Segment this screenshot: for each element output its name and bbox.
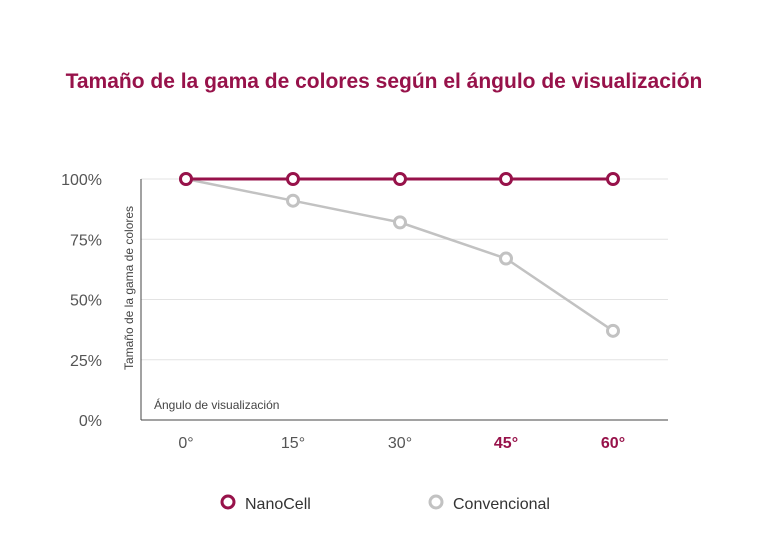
series-nanocell: [179, 172, 620, 186]
y-tick-label: 50%: [70, 293, 102, 310]
legend-label-nanocell: NanoCell: [245, 496, 311, 513]
y-tick-label: 25%: [70, 353, 102, 370]
data-point-nanocell: [606, 172, 620, 186]
y-tick-label: 100%: [61, 172, 102, 189]
series-line-convencional: [185, 177, 614, 332]
legend-label-convencional: Convencional: [453, 496, 550, 513]
x-tick-label: 30°: [388, 435, 412, 452]
y-tick-label: 0%: [79, 413, 102, 430]
chart-title: Tamaño de la gama de colores según el án…: [65, 70, 703, 93]
x-tick-labels: 0° 15° 30° 45° 60°: [178, 435, 625, 452]
legend-marker-nanocell: [220, 494, 236, 510]
data-point-nanocell: [393, 172, 407, 186]
axes: [140, 179, 668, 421]
y-tick-label: 75%: [70, 232, 102, 249]
x-axis-label: Ángulo de visualización: [154, 397, 279, 412]
data-point-nanocell: [179, 172, 193, 186]
data-point-nanocell: [499, 172, 513, 186]
data-point-convencional: [393, 215, 407, 230]
x-tick-label: 60°: [601, 435, 625, 452]
y-axis-label: Tamaño de la gama de colores: [122, 206, 136, 370]
data-point-convencional: [286, 193, 300, 208]
series-layer: [179, 172, 620, 338]
x-tick-label: 45°: [494, 435, 518, 452]
legend-marker-convencional: [428, 494, 444, 510]
grid-lines: [141, 178, 668, 361]
y-tick-labels: 0% 25% 50% 75% 100%: [61, 172, 102, 430]
legend: NanoCell Convencional: [220, 494, 550, 513]
data-point-convencional: [606, 323, 620, 338]
x-tick-label: 0°: [178, 435, 193, 452]
data-point-convencional: [499, 251, 513, 266]
series-convencional: [179, 172, 620, 338]
data-point-nanocell: [286, 172, 300, 186]
x-tick-label: 15°: [281, 435, 305, 452]
